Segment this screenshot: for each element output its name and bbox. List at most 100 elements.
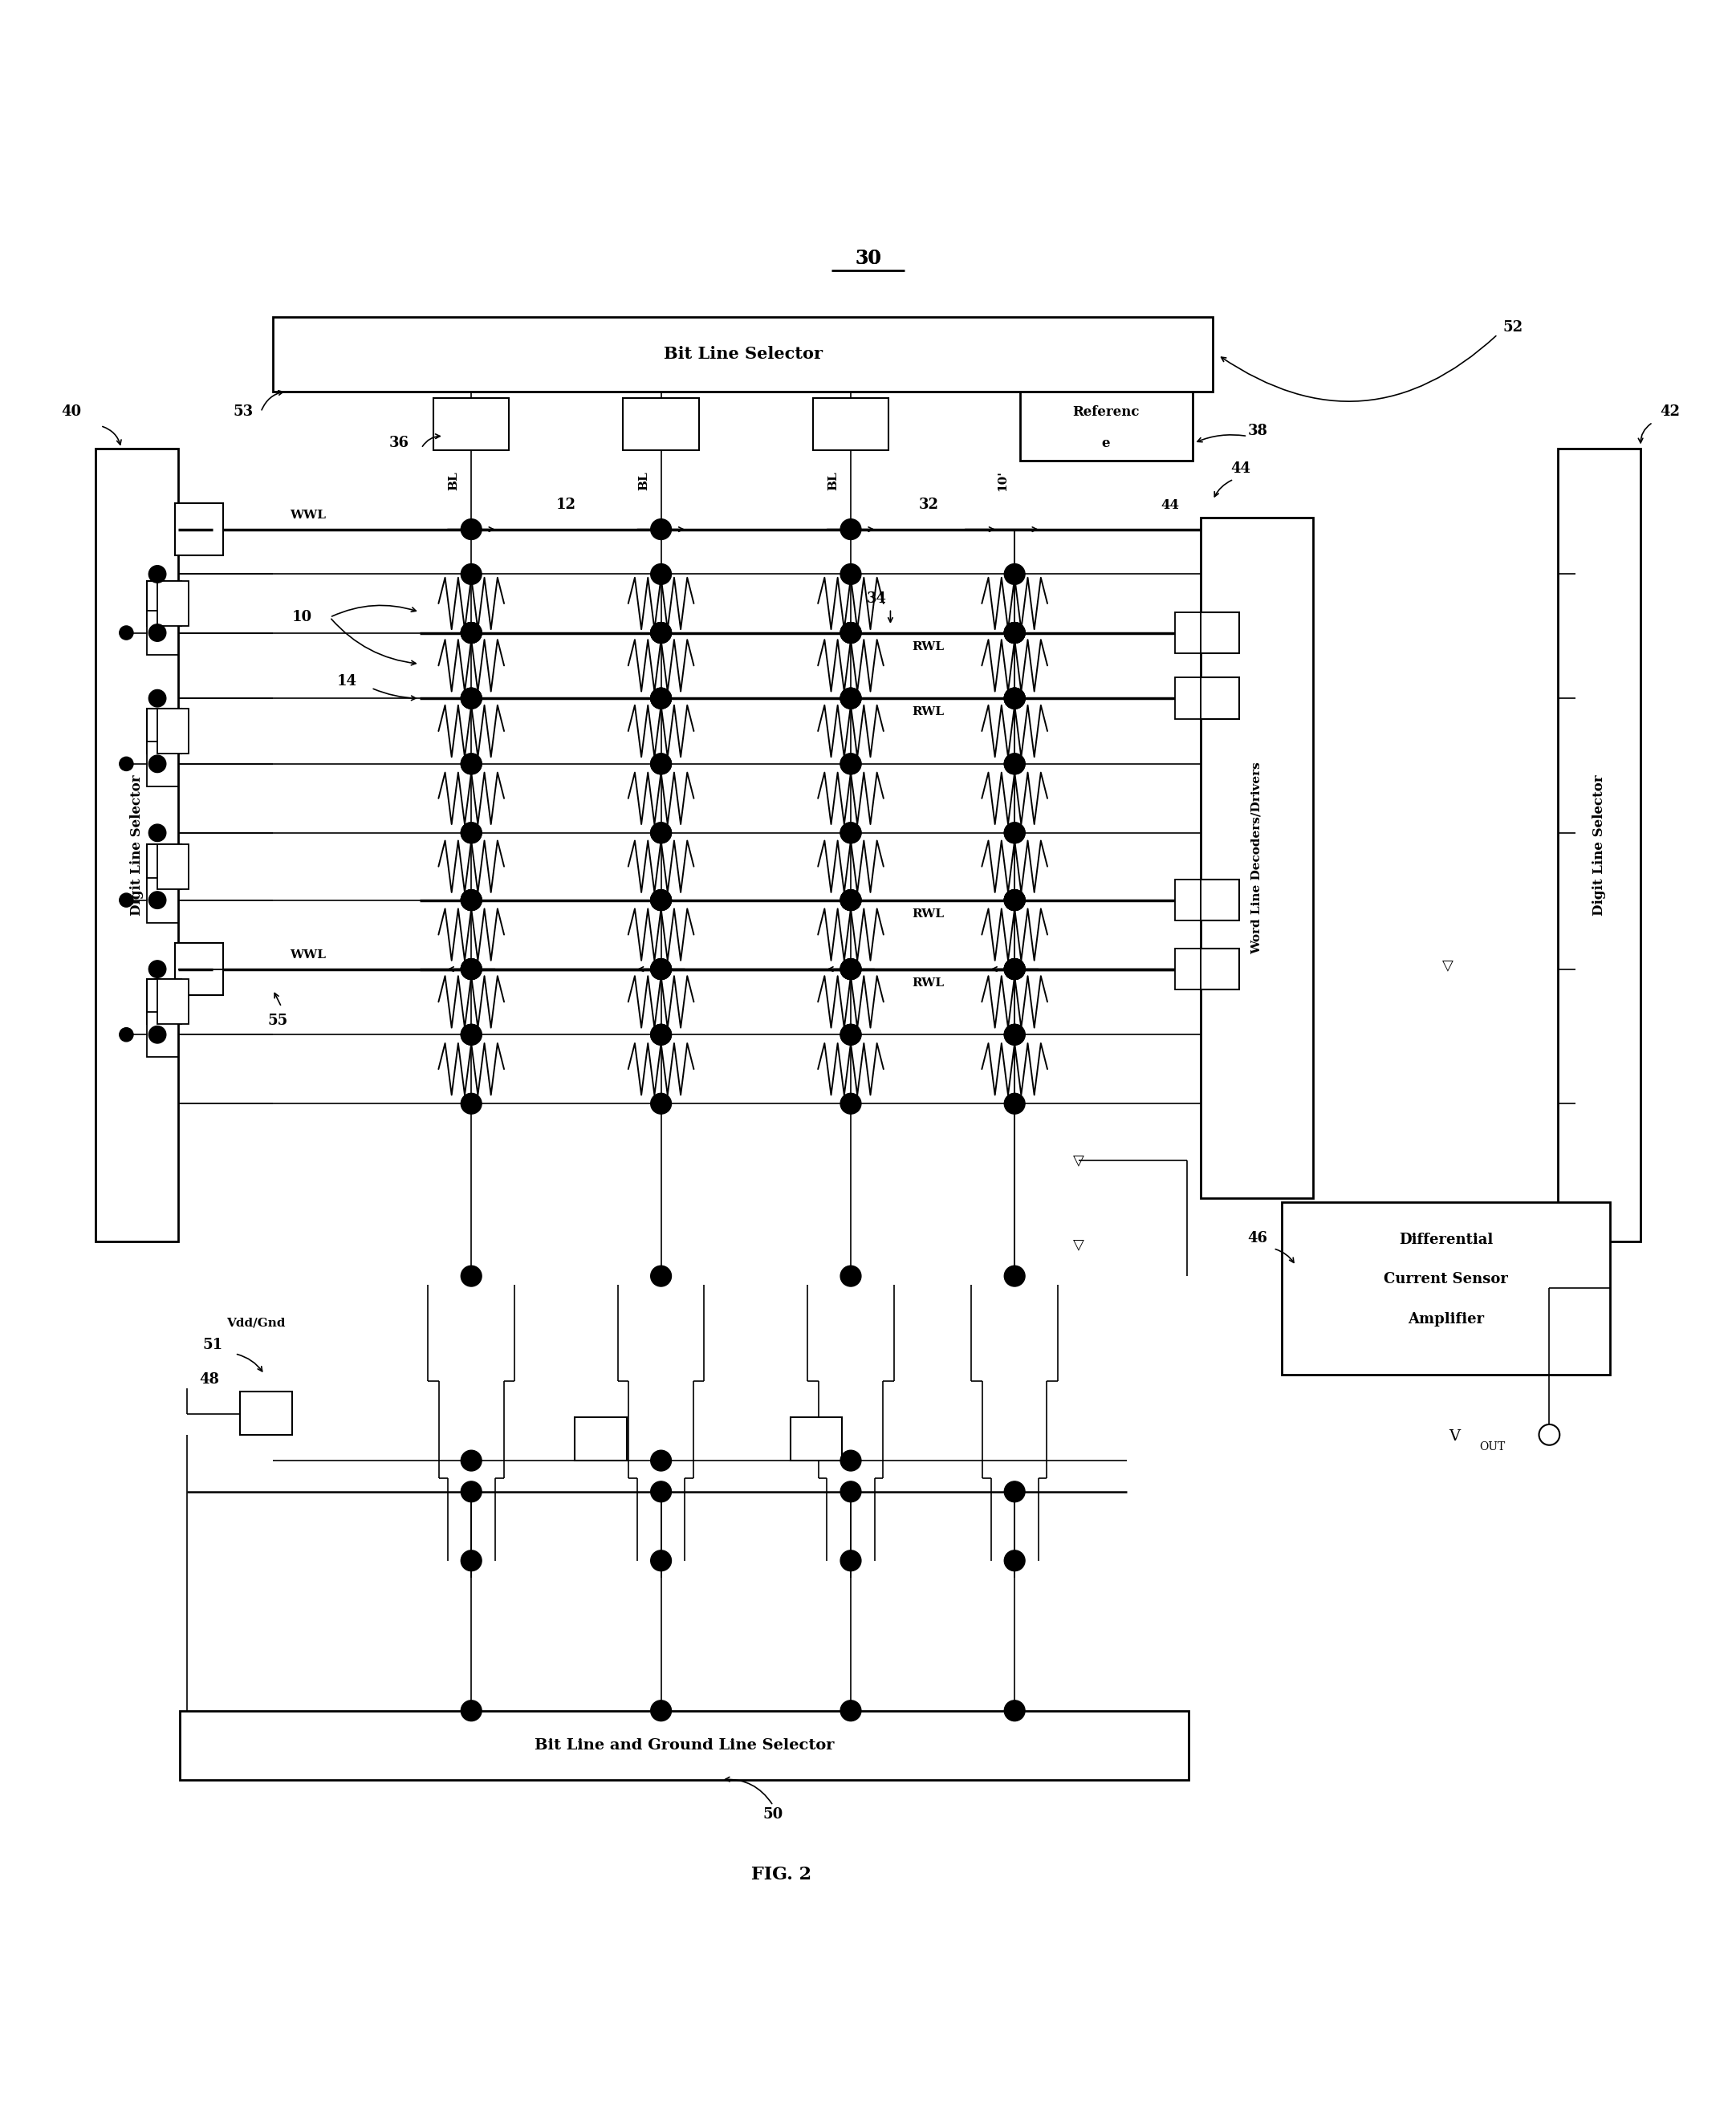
Circle shape xyxy=(462,621,481,643)
Circle shape xyxy=(149,961,167,978)
Circle shape xyxy=(462,564,481,585)
Circle shape xyxy=(651,889,672,910)
Circle shape xyxy=(840,889,861,910)
Circle shape xyxy=(840,889,861,910)
Text: FIG. 2: FIG. 2 xyxy=(752,1866,812,1883)
Circle shape xyxy=(840,520,861,539)
Text: Digit Line Selector: Digit Line Selector xyxy=(1592,774,1606,916)
Circle shape xyxy=(149,566,167,583)
Bar xyxy=(575,1417,627,1461)
Bar xyxy=(148,581,182,626)
Circle shape xyxy=(651,1451,672,1472)
Text: e: e xyxy=(1102,437,1111,450)
Text: RWL: RWL xyxy=(911,908,944,921)
Text: 30: 30 xyxy=(854,248,882,267)
Circle shape xyxy=(651,1024,672,1046)
Circle shape xyxy=(462,1550,481,1572)
Circle shape xyxy=(462,1024,481,1046)
Circle shape xyxy=(1003,1024,1024,1046)
Circle shape xyxy=(120,1029,134,1041)
Circle shape xyxy=(462,1024,481,1046)
Circle shape xyxy=(149,825,167,842)
Circle shape xyxy=(462,959,481,980)
Circle shape xyxy=(651,564,672,585)
Circle shape xyxy=(462,687,481,708)
Text: 10: 10 xyxy=(292,611,312,624)
Bar xyxy=(812,399,889,450)
Circle shape xyxy=(1003,1266,1024,1287)
Text: WWL: WWL xyxy=(290,509,326,522)
Circle shape xyxy=(1003,621,1024,643)
Text: BL: BL xyxy=(828,471,838,490)
Circle shape xyxy=(840,959,861,980)
Text: 44: 44 xyxy=(1161,498,1179,511)
Text: 52: 52 xyxy=(1503,320,1522,335)
Circle shape xyxy=(149,689,167,706)
Circle shape xyxy=(462,753,481,774)
Circle shape xyxy=(651,1701,672,1720)
Text: 42: 42 xyxy=(1660,405,1680,420)
Text: BL: BL xyxy=(639,471,649,490)
Bar xyxy=(148,878,179,923)
Circle shape xyxy=(1003,889,1024,910)
Circle shape xyxy=(840,1550,861,1572)
Circle shape xyxy=(840,687,861,708)
Circle shape xyxy=(651,621,672,643)
Circle shape xyxy=(840,1024,861,1046)
Text: 53: 53 xyxy=(234,405,253,420)
Circle shape xyxy=(840,823,861,844)
Text: Referenc: Referenc xyxy=(1073,405,1139,418)
Bar xyxy=(1175,948,1201,991)
Circle shape xyxy=(651,1024,672,1046)
Circle shape xyxy=(651,621,672,643)
Circle shape xyxy=(462,823,481,844)
Circle shape xyxy=(462,823,481,844)
Circle shape xyxy=(462,1266,481,1287)
Text: Bit Line and Ground Line Selector: Bit Line and Ground Line Selector xyxy=(535,1737,835,1752)
Bar xyxy=(1201,677,1240,719)
Text: 46: 46 xyxy=(1248,1230,1267,1245)
Text: 48: 48 xyxy=(200,1372,219,1387)
Bar xyxy=(158,980,189,1024)
Bar xyxy=(148,611,179,655)
Circle shape xyxy=(1003,621,1024,643)
Circle shape xyxy=(651,1550,672,1572)
Circle shape xyxy=(840,959,861,980)
Circle shape xyxy=(651,687,672,708)
Circle shape xyxy=(840,621,861,643)
Bar xyxy=(1201,880,1240,921)
Circle shape xyxy=(1003,687,1024,708)
Circle shape xyxy=(651,687,672,708)
Text: 10': 10' xyxy=(996,471,1009,492)
Bar xyxy=(1201,948,1240,991)
Circle shape xyxy=(840,1266,861,1287)
Bar xyxy=(148,980,182,1024)
Text: V: V xyxy=(1450,1430,1460,1444)
Text: Differential: Differential xyxy=(1399,1232,1493,1247)
Circle shape xyxy=(462,889,481,910)
Circle shape xyxy=(1003,959,1024,980)
Circle shape xyxy=(651,621,672,643)
Text: ▽: ▽ xyxy=(1443,959,1453,974)
Circle shape xyxy=(840,1024,861,1046)
Bar xyxy=(181,1712,1189,1780)
Circle shape xyxy=(651,753,672,774)
Circle shape xyxy=(840,1092,861,1114)
Circle shape xyxy=(462,959,481,980)
Circle shape xyxy=(840,753,861,774)
Bar xyxy=(1201,613,1240,653)
Text: 36: 36 xyxy=(389,435,410,450)
Bar xyxy=(1281,1203,1609,1374)
Text: 34: 34 xyxy=(866,592,887,604)
Circle shape xyxy=(840,1701,861,1720)
Circle shape xyxy=(840,823,861,844)
Circle shape xyxy=(1003,889,1024,910)
Bar xyxy=(273,318,1213,392)
Circle shape xyxy=(120,893,134,908)
Circle shape xyxy=(840,621,861,643)
Circle shape xyxy=(1003,959,1024,980)
Circle shape xyxy=(149,624,167,641)
Text: 50: 50 xyxy=(764,1807,783,1822)
Bar xyxy=(148,844,182,889)
Circle shape xyxy=(651,959,672,980)
